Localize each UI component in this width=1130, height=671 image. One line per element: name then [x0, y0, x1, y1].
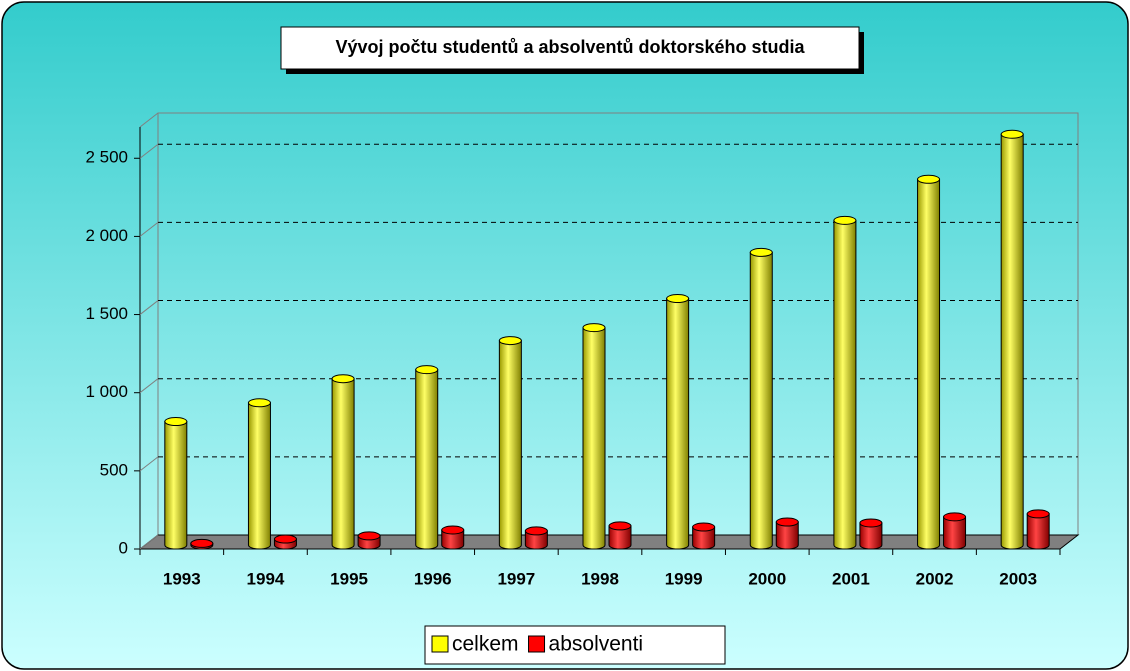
cylinder-body — [498, 340, 522, 550]
cylinder-top — [692, 522, 716, 532]
legend-label: celkem — [452, 633, 519, 656]
cylinder-body — [524, 530, 548, 550]
cylinder — [273, 534, 297, 550]
cylinder-body — [608, 525, 632, 550]
cylinder-body — [331, 378, 355, 550]
cylinder — [859, 518, 883, 550]
legend-swatch — [431, 635, 449, 653]
cylinder — [524, 526, 548, 550]
cylinder-top — [331, 374, 355, 384]
cylinder-top — [833, 215, 857, 225]
x-tick-label: 1994 — [247, 569, 285, 588]
cylinder — [1000, 129, 1024, 550]
x-tick-label: 1999 — [665, 569, 703, 588]
cylinder-body — [441, 529, 465, 550]
cylinder — [582, 323, 606, 550]
cylinder — [917, 174, 941, 550]
cylinder — [164, 417, 188, 550]
cylinder — [190, 538, 214, 550]
cylinder-body — [415, 369, 439, 550]
cylinder-body — [692, 526, 716, 550]
legend-label: absolventi — [549, 633, 644, 656]
cylinder-top — [164, 417, 188, 427]
cylinder — [357, 531, 381, 550]
x-tick-label: 1993 — [163, 569, 201, 588]
cylinder-body — [247, 402, 271, 550]
cylinder-body — [859, 522, 883, 550]
side-grid — [139, 534, 159, 550]
cylinder-body — [775, 521, 799, 550]
cylinder-body — [917, 178, 941, 550]
side-grid — [139, 222, 159, 237]
cylinder — [1026, 509, 1050, 550]
cylinder-top — [1000, 129, 1024, 139]
title-box — [280, 26, 860, 70]
cylinder — [331, 374, 355, 550]
y-tick-label: 2 000 — [85, 226, 128, 245]
chart-title: Vývoj počtu studentů a absolventů doktor… — [335, 37, 805, 57]
y-tick-label: 1 000 — [85, 382, 128, 401]
y-tick-label: 0 — [119, 538, 128, 557]
cylinder-body — [666, 298, 690, 550]
side-grid — [139, 456, 159, 472]
y-tick-label: 1 500 — [85, 304, 128, 323]
cylinder-body — [833, 219, 857, 550]
side-grid — [139, 378, 159, 394]
y-tick-label: 500 — [100, 460, 128, 479]
cylinder-top — [441, 525, 465, 535]
x-tick-label: 2003 — [999, 569, 1037, 588]
cylinder — [692, 522, 716, 550]
cylinder-body — [582, 327, 606, 550]
x-tick-label: 1997 — [497, 569, 535, 588]
cylinder — [498, 336, 522, 550]
cylinder — [666, 294, 690, 550]
cylinder-body — [749, 251, 773, 550]
x-tick-label: 2002 — [916, 569, 954, 588]
cylinder — [833, 215, 857, 550]
cylinder-top — [749, 247, 773, 257]
cylinder-top — [190, 538, 214, 548]
cylinder-top — [666, 294, 690, 304]
cylinder-top — [524, 526, 548, 536]
cylinder — [415, 365, 439, 550]
x-tick-label: 1995 — [330, 569, 368, 588]
y-tick-label: 2 500 — [85, 148, 128, 167]
side-grid — [139, 143, 159, 159]
cylinder — [943, 512, 967, 550]
cylinder-top — [273, 534, 297, 544]
cylinder — [247, 398, 271, 550]
cylinder — [775, 517, 799, 550]
cylinder — [441, 525, 465, 550]
cylinder-top — [917, 174, 941, 184]
side-edge — [139, 112, 159, 128]
cylinder-top — [498, 336, 522, 346]
cylinder-top — [859, 518, 883, 528]
cylinder — [608, 521, 632, 550]
cylinder-top — [582, 323, 606, 333]
cylinder-body — [164, 421, 188, 550]
legend-box — [424, 625, 726, 665]
cylinder-top — [943, 512, 967, 522]
cylinder — [749, 247, 773, 550]
x-tick-label: 1996 — [414, 569, 452, 588]
x-tick-label: 2001 — [832, 569, 870, 588]
cylinder-top — [357, 531, 381, 541]
x-tick-label: 2000 — [748, 569, 786, 588]
cylinder-top — [247, 398, 271, 408]
cylinder-top — [608, 521, 632, 531]
cylinder-body — [1000, 133, 1024, 550]
cylinder-body — [1026, 513, 1050, 550]
cylinder-top — [775, 517, 799, 527]
cylinder-top — [415, 365, 439, 375]
side-grid — [139, 300, 159, 315]
cylinder-body — [943, 516, 967, 550]
legend-swatch — [528, 635, 546, 653]
cylinder-top — [1026, 509, 1050, 519]
x-tick-label: 1998 — [581, 569, 619, 588]
